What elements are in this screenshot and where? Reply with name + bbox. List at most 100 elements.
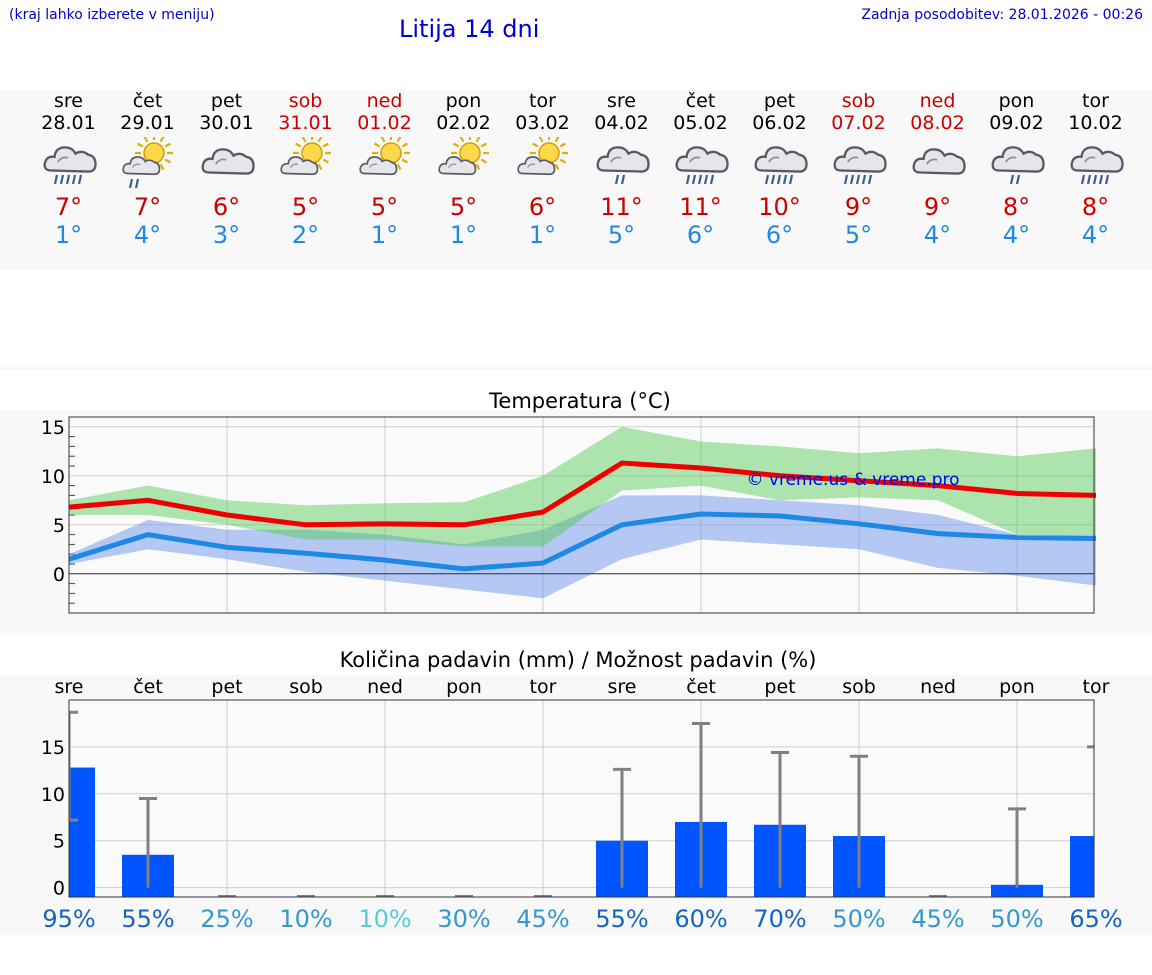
- min-temperature: 6°: [686, 221, 715, 249]
- raindrop: [697, 174, 702, 185]
- partly-sunny-icon: [437, 137, 489, 176]
- min-temperature: 3°: [212, 221, 241, 249]
- raindrop: [134, 178, 139, 189]
- min-temperature: 4°: [1002, 221, 1031, 249]
- x-tick-label: sre: [608, 676, 637, 698]
- raindrop: [855, 174, 860, 185]
- watermark: © vreme.us & vreme.pro: [746, 470, 959, 490]
- y-tick-label: 5: [53, 831, 65, 853]
- day-date: 30.01: [199, 112, 254, 134]
- day-column: pon 02.02 5° 1°: [424, 90, 503, 249]
- day-column: sob 31.01 5° 2°: [266, 90, 345, 249]
- partly-sunny-icon: [358, 137, 410, 176]
- day-column: pet 30.01 6° 3°: [187, 90, 266, 249]
- day-name: čet: [685, 90, 716, 112]
- cloud-shape: [833, 146, 887, 173]
- x-tick-label: čet: [686, 676, 716, 698]
- day-column: čet 29.01 7° 4°: [108, 90, 187, 249]
- raindrop: [685, 174, 690, 185]
- raindrop: [59, 174, 64, 185]
- y-tick-label: 10: [41, 784, 65, 806]
- x-tick-label: pet: [764, 676, 795, 698]
- precipitation-probability: 30%: [437, 905, 490, 933]
- min-temperature: 1°: [370, 221, 399, 249]
- cloud-icon: [912, 148, 966, 175]
- day-name: pet: [763, 90, 796, 112]
- day-name: sob: [288, 90, 323, 112]
- last-updated: Zadnja posodobitev: 28.01.2026 - 00:26: [861, 7, 1143, 23]
- cloud-shape: [912, 148, 966, 175]
- day-name: sre: [607, 90, 636, 112]
- raindrop: [782, 174, 787, 185]
- raindrop: [1009, 174, 1014, 185]
- min-temperature: 6°: [765, 221, 794, 249]
- y-tick-label: 10: [41, 466, 65, 488]
- raindrop: [1092, 174, 1097, 185]
- max-temperature: 11°: [600, 193, 643, 221]
- x-tick-label: sre: [55, 676, 84, 698]
- cloud-shape: [516, 156, 555, 176]
- light-rain-icon: [991, 146, 1045, 185]
- raindrop: [1015, 174, 1020, 185]
- partly-sunny-icon: [279, 137, 331, 176]
- min-temperature: 5°: [607, 221, 636, 249]
- day-name: ned: [366, 90, 403, 112]
- max-temperature: 5°: [370, 193, 399, 221]
- min-temperature: 1°: [528, 221, 557, 249]
- precipitation-probability: 70%: [753, 905, 806, 933]
- cloud-shape: [991, 146, 1045, 173]
- day-date: 10.02: [1068, 112, 1123, 134]
- x-tick-label: ned: [367, 676, 403, 698]
- min-temperature: 1°: [54, 221, 83, 249]
- plot-frame: [68, 699, 1095, 898]
- day-name: tor: [529, 90, 556, 112]
- day-date: 05.02: [673, 112, 728, 134]
- max-temperature: 5°: [449, 193, 478, 221]
- precipitation-probability: 55%: [595, 905, 648, 933]
- cloud-shape: [121, 156, 160, 176]
- max-temperature: 8°: [1081, 193, 1110, 221]
- precipitation-chart-title: Količina padavin (mm) / Možnost padavin …: [340, 648, 817, 672]
- x-tick-label: sob: [289, 676, 323, 698]
- plot-area: [69, 700, 1094, 897]
- min-temperature: 1°: [449, 221, 478, 249]
- max-temperature: 9°: [844, 193, 873, 221]
- raindrop: [1098, 174, 1103, 185]
- precipitation-bar: [1070, 836, 1094, 897]
- day-column: sre 28.01 7° 1°: [29, 90, 108, 249]
- cloud-shape: [201, 148, 255, 175]
- day-date: 02.02: [436, 112, 491, 134]
- raindrop: [703, 174, 708, 185]
- raindrop: [1080, 174, 1085, 185]
- max-temperature: 9°: [923, 193, 952, 221]
- day-name: tor: [1082, 90, 1109, 112]
- y-tick-label: 5: [53, 515, 65, 537]
- max-temperature: 10°: [758, 193, 801, 221]
- precipitation-probability: 55%: [121, 905, 174, 933]
- rain-icon: [1070, 146, 1124, 185]
- x-tick-label: čet: [133, 676, 163, 698]
- raindrop: [128, 178, 133, 189]
- raindrop: [77, 174, 82, 185]
- cloud-shape: [754, 146, 808, 173]
- day-date: 09.02: [989, 112, 1044, 134]
- raindrop: [1104, 174, 1109, 185]
- cloud-shape: [279, 156, 318, 176]
- x-tick-label: pet: [211, 676, 242, 698]
- day-date: 07.02: [831, 112, 886, 134]
- raindrop: [849, 174, 854, 185]
- max-temperature: 6°: [528, 193, 557, 221]
- precipitation-probability: 10%: [358, 905, 411, 933]
- raindrop: [843, 174, 848, 185]
- day-column: ned 08.02 9° 4°: [898, 90, 977, 249]
- divider-band: [0, 365, 1152, 370]
- forecast-band: [0, 90, 1152, 270]
- min-temperature: 4°: [1081, 221, 1110, 249]
- x-tick-label: pon: [446, 676, 482, 698]
- x-tick-label: sob: [842, 676, 876, 698]
- min-temperature: 2°: [291, 221, 320, 249]
- day-column: pet 06.02 10° 6°: [740, 90, 819, 249]
- x-tick-label: ned: [920, 676, 956, 698]
- day-name: čet: [132, 90, 163, 112]
- max-temperature: 7°: [54, 193, 83, 221]
